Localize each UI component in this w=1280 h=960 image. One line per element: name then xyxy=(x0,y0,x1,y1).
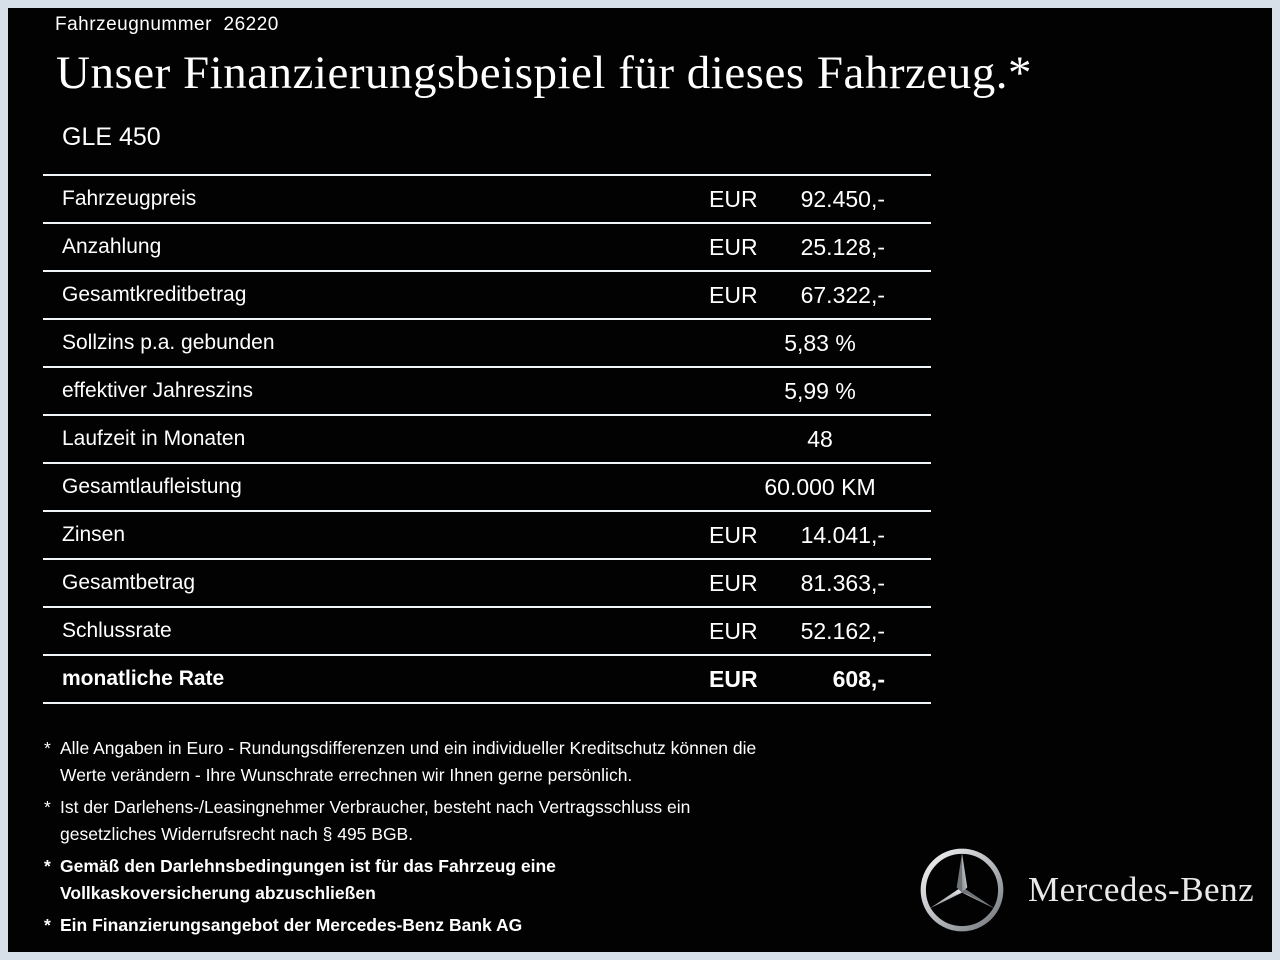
row-value: 48 xyxy=(709,426,931,453)
table-row-monthly-rate: monatliche Rate EUR 608,- xyxy=(43,654,931,704)
row-label: effektiver Jahreszins xyxy=(62,379,254,402)
row-label: Zinsen xyxy=(62,523,126,546)
mercedes-star-icon xyxy=(918,846,1006,934)
row-label: Gesamtkreditbetrag xyxy=(62,283,247,306)
row-value: EUR 608,- xyxy=(709,666,931,693)
currency: EUR xyxy=(709,233,758,260)
table-row: Sollzins p.a. gebunden 5,83 % xyxy=(43,318,931,366)
footnote: * Ist der Darlehens-/Leasingnehmer Verbr… xyxy=(44,794,944,848)
amount: 67.322,- xyxy=(800,281,885,308)
brand-block: Mercedes-Benz xyxy=(918,846,1254,934)
row-label: Anzahlung xyxy=(62,235,162,258)
currency: EUR xyxy=(709,617,758,644)
footnote-marker: * xyxy=(44,915,51,935)
financing-table: Fahrzeugpreis EUR 92.450,- Anzahlung EUR… xyxy=(43,174,931,704)
table-row: Schlussrate EUR 52.162,- xyxy=(43,606,931,654)
amount: 81.363,- xyxy=(800,569,885,596)
row-value: EUR 81.363,- xyxy=(709,570,931,597)
table-row: Gesamtkreditbetrag EUR 67.322,- xyxy=(43,270,931,318)
page-title: Unser Finanzierungsbeispiel für dieses F… xyxy=(56,47,1032,99)
footnote: * Ein Finanzierungsangebot der Mercedes-… xyxy=(44,912,944,939)
row-value: 5,99 % xyxy=(709,378,931,405)
footnote-text: Ist der Darlehens-/Leasingnehmer Verbrau… xyxy=(60,797,691,844)
row-value: 60.000 KM xyxy=(709,474,931,501)
vehicle-number: Fahrzeugnummer 26220 xyxy=(55,14,279,35)
row-label: Gesamtbetrag xyxy=(62,571,196,594)
footnote-text: Ein Finanzierungsangebot der Mercedes-Be… xyxy=(60,915,523,935)
table-row: Gesamtbetrag EUR 81.363,- xyxy=(43,558,931,606)
table-row: Anzahlung EUR 25.128,- xyxy=(43,222,931,270)
currency: EUR xyxy=(709,521,758,548)
vehicle-model: GLE 450 xyxy=(62,123,161,151)
footnote-text: Alle Angaben in Euro - Rundungsdifferenz… xyxy=(60,738,757,785)
table-row: Zinsen EUR 14.041,- xyxy=(43,510,931,558)
footnote-text: Gemäß den Darlehnsbedingungen ist für da… xyxy=(60,856,556,903)
row-label: Laufzeit in Monaten xyxy=(62,427,246,450)
currency: EUR xyxy=(709,185,758,212)
row-label: Sollzins p.a. gebunden xyxy=(62,331,275,354)
footnote-marker: * xyxy=(44,738,51,758)
currency: EUR xyxy=(709,569,758,596)
footnote: * Gemäß den Darlehnsbedingungen ist für … xyxy=(44,853,944,907)
amount: 48 xyxy=(807,425,833,452)
footnote-marker: * xyxy=(44,797,51,817)
row-label: Fahrzeugpreis xyxy=(62,187,197,210)
brand-wordmark: Mercedes-Benz xyxy=(1028,870,1255,909)
amount: 14.041,- xyxy=(800,521,885,548)
row-value: 5,83 % xyxy=(709,330,931,357)
table-row: Laufzeit in Monaten 48 xyxy=(43,414,931,462)
amount: 52.162,- xyxy=(800,617,885,644)
table-row: Gesamtlaufleistung 60.000 KM xyxy=(43,462,931,510)
footnote-marker: * xyxy=(44,856,51,876)
currency: EUR xyxy=(709,665,758,692)
row-value: EUR 67.322,- xyxy=(709,282,931,309)
amount: 5,99 % xyxy=(784,377,856,404)
document-page: Fahrzeugnummer 26220 Unser Finanzierungs… xyxy=(8,8,1272,952)
row-label: Gesamtlaufleistung xyxy=(62,475,242,498)
amount: 25.128,- xyxy=(800,233,885,260)
table-row: effektiver Jahreszins 5,99 % xyxy=(43,366,931,414)
amount: 60.000 KM xyxy=(764,473,876,500)
row-label: monatliche Rate xyxy=(62,667,225,690)
footnote: * Alle Angaben in Euro - Rundungsdiffere… xyxy=(44,735,944,789)
footnotes: * Alle Angaben in Euro - Rundungsdiffere… xyxy=(44,735,944,944)
row-value: EUR 25.128,- xyxy=(709,234,931,261)
table-row: Fahrzeugpreis EUR 92.450,- xyxy=(43,174,931,222)
currency: EUR xyxy=(709,281,758,308)
row-value: EUR 14.041,- xyxy=(709,522,931,549)
amount: 92.450,- xyxy=(800,185,885,212)
amount: 608,- xyxy=(832,665,885,692)
amount: 5,83 % xyxy=(784,329,856,356)
row-value: EUR 92.450,- xyxy=(709,186,931,213)
row-value: EUR 52.162,- xyxy=(709,618,931,645)
row-label: Schlussrate xyxy=(62,619,172,642)
